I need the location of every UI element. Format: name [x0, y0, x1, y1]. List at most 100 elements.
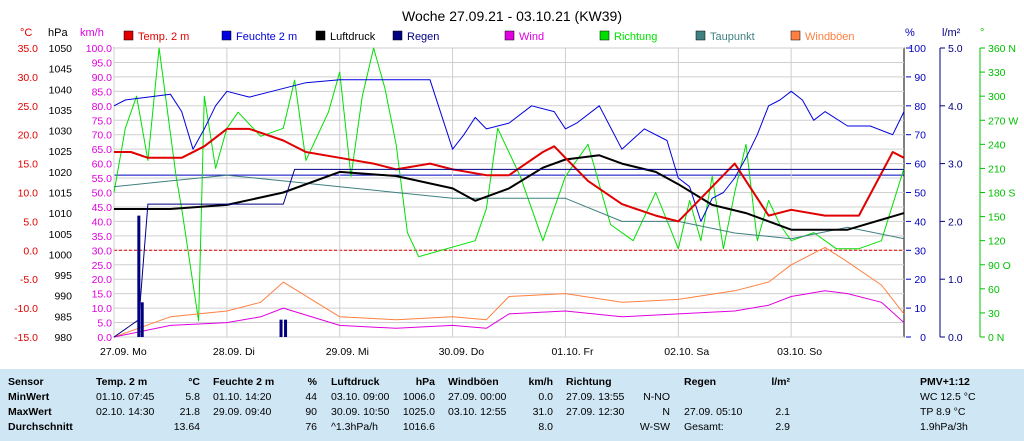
- unit-rain: l/m²: [942, 27, 961, 39]
- y-tick-temp: 0.0: [23, 245, 38, 257]
- legend-label: Feuchte 2 m: [236, 31, 297, 43]
- y-tick-press: 1015: [49, 188, 73, 200]
- y-tick-wind: 40.0: [92, 216, 113, 228]
- unit-hum: %: [905, 27, 915, 39]
- y-tick-hum: 80: [914, 101, 926, 113]
- stats-press-max-time: 30.09. 10:50: [331, 406, 390, 418]
- y-tick-dir: 300: [988, 91, 1006, 103]
- legend-swatch: [790, 30, 801, 41]
- stats-dir-min-time: 27.09. 13:55: [566, 391, 625, 403]
- y-tick-dir: 30: [988, 308, 1000, 320]
- legend-swatch: [392, 30, 403, 41]
- legend-label: Windböen: [805, 31, 855, 43]
- y-tick-wind: 80.0: [92, 101, 113, 113]
- legend-swatch: [123, 30, 134, 41]
- stats-header-press: Luftdruck: [331, 376, 380, 388]
- unit-temp: °C: [20, 27, 32, 39]
- y-tick-hum: 60: [914, 159, 926, 171]
- y-tick-wind: 65.0: [92, 144, 113, 156]
- y-tick-dir: 90 O: [988, 260, 1011, 272]
- x-tick-label: 02.10. Sa: [664, 346, 709, 358]
- y-tick-press: 1005: [49, 229, 73, 241]
- legend-label: Taupunkt: [710, 31, 755, 43]
- stats-gust-min-time: 27.09. 00:00: [448, 391, 507, 403]
- y-tick-hum: 50: [914, 188, 926, 200]
- x-tick-label: 03.10. So: [777, 346, 822, 358]
- y-tick-hum: 70: [914, 130, 926, 142]
- y-tick-wind: 45.0: [92, 202, 113, 214]
- y-tick-press: 985: [54, 311, 72, 323]
- y-tick-temp: -10.0: [14, 303, 38, 315]
- chart-title: Woche 27.09.21 - 03.10.21 (KW39): [402, 8, 622, 24]
- y-tick-wind: 20.0: [92, 274, 113, 286]
- y-tick-dir: 60: [988, 284, 1000, 296]
- y-tick-rain: 2.0: [948, 216, 963, 228]
- y-tick-hum: 10: [914, 303, 926, 315]
- stats-press-min-time: 03.10. 09:00: [331, 391, 390, 403]
- y-tick-wind: 60.0: [92, 159, 113, 171]
- y-tick-rain: 4.0: [948, 101, 963, 113]
- y-tick-wind: 85.0: [92, 86, 113, 98]
- y-tick-wind: 55.0: [92, 173, 113, 185]
- stats-windchill: WC 12.5 °C: [920, 391, 976, 403]
- y-tick-press: 1030: [49, 126, 73, 138]
- stats-gust-min-value: 0.0: [538, 391, 553, 403]
- statistics-table: Sensor MinWert MaxWert Durchschnitt Temp…: [0, 369, 1024, 441]
- stats-header-temp: Temp. 2 m: [96, 376, 148, 388]
- y-tick-temp: 10.0: [18, 188, 39, 200]
- stats-temp-min-time: 01.10. 07:45: [96, 391, 155, 403]
- y-tick-wind: 15.0: [92, 289, 113, 301]
- stats-temp-max-time: 02.10. 14:30: [96, 406, 155, 418]
- y-tick-temp: 25.0: [18, 101, 39, 113]
- legend-swatch: [599, 30, 610, 41]
- y-tick-temp: 30.0: [18, 72, 39, 84]
- legend-swatch: [504, 30, 515, 41]
- x-tick-label: 27.09. Mo: [100, 346, 147, 358]
- stats-press-trend: ^1.3hPa/h: [331, 421, 378, 433]
- y-tick-press: 1050: [49, 43, 73, 55]
- y-tick-dir: 0 N: [988, 332, 1004, 344]
- legend-label: Luftdruck: [330, 31, 376, 43]
- y-tick-hum: 100: [908, 43, 926, 55]
- stats-header-sensor: Sensor: [8, 376, 44, 388]
- y-tick-dir: 150: [988, 212, 1006, 224]
- x-tick-label: 01.10. Fr: [551, 346, 594, 358]
- series-windboeen-line: [113, 246, 905, 338]
- legend-swatch: [315, 30, 326, 41]
- stats-press-max-value: 1025.0: [402, 406, 435, 418]
- y-tick-dir: 330: [988, 67, 1006, 79]
- rain-bar: [284, 319, 288, 337]
- legend-swatch: [695, 30, 706, 41]
- stats-rain-total-value: 2.9: [775, 421, 790, 433]
- stats-header-dir: Richtung: [566, 376, 612, 388]
- y-tick-hum: 90: [914, 72, 926, 84]
- y-tick-wind: 5.0: [97, 318, 112, 330]
- y-tick-dir: 270 W: [988, 115, 1018, 127]
- legend-label: Temp. 2 m: [138, 31, 189, 43]
- y-tick-wind: 35.0: [92, 231, 113, 243]
- y-tick-wind: 100.0: [86, 43, 112, 55]
- y-tick-temp: 15.0: [18, 159, 39, 171]
- stats-unit-gust: km/h: [528, 376, 553, 388]
- y-tick-press: 1025: [49, 146, 73, 158]
- stats-temp-min-value: 5.8: [185, 391, 200, 403]
- y-tick-wind: 95.0: [92, 57, 113, 69]
- legend-label: Regen: [407, 31, 439, 43]
- stats-press-avg-value: 1016.6: [402, 421, 435, 433]
- unit-dir: °: [980, 27, 984, 39]
- y-tick-rain: 1.0: [948, 274, 963, 286]
- y-tick-wind: 70.0: [92, 130, 113, 142]
- y-tick-rain: 0.0: [948, 332, 963, 344]
- y-tick-press: 1020: [49, 167, 73, 179]
- stats-dir-max-time: 27.09. 12:30: [566, 406, 625, 418]
- chart-legend: Temp. 2 m Feuchte 2 m Luftdruck Regen Wind Ri…: [123, 30, 855, 43]
- stats-temp-avg-value: 13.64: [173, 421, 200, 433]
- y-tick-temp: 5.0: [23, 216, 38, 228]
- stats-header-gust: Windböen: [448, 376, 499, 388]
- stats-header-rain: Regen: [684, 376, 717, 388]
- y-tick-temp: -15.0: [14, 332, 38, 344]
- stats-pressure-trend-3h: 1.9hPa/3h: [920, 421, 968, 433]
- stats-unit-temp: °C: [188, 376, 200, 388]
- x-tick-label: 30.09. Do: [439, 346, 485, 358]
